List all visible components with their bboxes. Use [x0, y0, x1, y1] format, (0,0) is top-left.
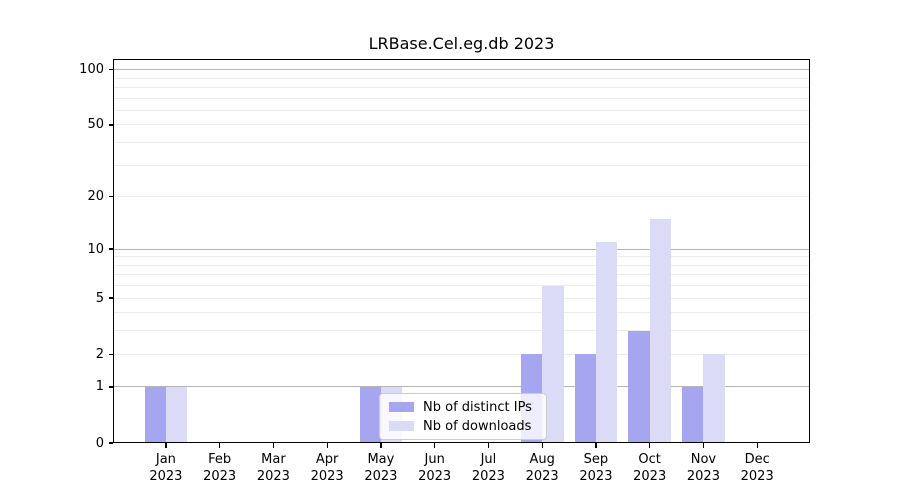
y-tick-label: 10	[87, 241, 104, 257]
legend-swatch-distinct-ips	[389, 401, 414, 413]
x-tick-mark	[380, 443, 382, 448]
gridline-minor	[113, 274, 810, 276]
x-tick-mark	[487, 443, 490, 448]
x-tick-mark	[165, 443, 167, 448]
x-tick-mark	[756, 443, 758, 448]
y-tick-label: 1	[95, 379, 104, 395]
y-tick-mark	[108, 196, 113, 198]
y-tick-label: 20	[87, 189, 104, 205]
plot-area: Nb of distinct IPs Nb of downloads	[113, 59, 810, 443]
legend-label-downloads: Nb of downloads	[423, 418, 532, 434]
gridline-minor	[113, 297, 810, 299]
y-tick-mark	[108, 248, 113, 250]
y-tick-label: 0	[95, 435, 104, 451]
y-tick-label: 2	[95, 346, 104, 362]
bar-distinct-ips	[628, 330, 650, 443]
x-tick-label: Apr 2023	[310, 452, 344, 484]
x-tick-mark	[702, 443, 705, 448]
x-tick-mark	[219, 443, 221, 448]
y-tick-mark	[108, 442, 113, 444]
chart-title: LRBase.Cel.eg.db 2023	[368, 34, 555, 53]
x-axis: Jan 2023 Feb 2023 Mar 2023 Apr 2023 May 2023 Jun 20…	[113, 443, 810, 500]
bars-layer	[113, 59, 810, 443]
plot-spine-right	[808, 59, 810, 443]
gridlines-layer	[113, 59, 810, 443]
x-tick-label: Mar 2023	[256, 452, 290, 484]
gridline-major	[113, 69, 810, 71]
gridline-minor	[113, 97, 810, 99]
x-tick-label: Aug 2023	[525, 452, 559, 484]
x-tick-label: Sep 2023	[579, 452, 613, 484]
x-tick-label: Jan 2023	[149, 452, 183, 484]
bar-distinct-ips	[359, 386, 381, 443]
gridline-major	[113, 386, 810, 388]
y-tick-mark	[108, 297, 113, 299]
gridline-minor	[113, 256, 810, 258]
plot-spine-bottom	[113, 441, 810, 443]
legend: Nb of distinct IPs Nb of downloads	[379, 393, 547, 440]
gridline-minor	[113, 264, 810, 266]
gridline-minor	[113, 110, 810, 111]
x-tick-label: May 2023	[364, 452, 398, 484]
gridline-minor	[113, 285, 810, 287]
bar-downloads	[542, 285, 564, 443]
gridline-minor	[113, 196, 810, 198]
y-tick-label: 100	[79, 62, 104, 78]
bar-downloads	[165, 386, 188, 443]
bar-downloads	[595, 242, 618, 443]
gridline-minor	[113, 330, 810, 332]
x-tick-label: Nov 2023	[686, 452, 720, 484]
y-tick-label: 50	[87, 117, 104, 133]
gridline-minor	[113, 87, 810, 89]
bar-distinct-ips	[574, 354, 596, 443]
legend-label-distinct-ips: Nb of distinct IPs	[423, 399, 532, 415]
x-tick-label: Dec 2023	[740, 452, 774, 484]
gridline-minor	[113, 312, 810, 314]
gridline-major	[113, 248, 810, 250]
bar-distinct-ips	[144, 386, 166, 443]
plot-spine-left	[113, 59, 115, 443]
x-tick-label: Jun 2023	[418, 452, 452, 484]
x-tick-mark	[649, 443, 651, 448]
y-tick-mark	[108, 124, 113, 126]
bar-downloads	[703, 354, 725, 443]
x-tick-mark	[272, 443, 275, 448]
gridline-minor	[113, 124, 810, 126]
y-axis: 0 1 2 5 10 20 50 100	[0, 59, 113, 451]
x-tick-mark	[595, 443, 597, 448]
y-tick-mark	[108, 386, 113, 388]
legend-item-distinct-ips: Nb of distinct IPs	[389, 399, 537, 415]
x-tick-mark	[434, 443, 436, 448]
legend-swatch-downloads	[389, 420, 414, 432]
bar-distinct-ips	[682, 386, 704, 443]
x-tick-mark	[541, 443, 543, 448]
y-tick-mark	[108, 353, 113, 355]
legend-item-downloads: Nb of downloads	[389, 418, 537, 434]
x-tick-label: Jul 2023	[471, 452, 505, 484]
x-tick-label: Feb 2023	[203, 452, 237, 484]
gridline-minor	[113, 353, 810, 355]
gridline-minor	[113, 142, 810, 144]
y-tick-mark	[108, 69, 113, 71]
plot-spine-top	[113, 59, 810, 61]
x-tick-label: Oct 2023	[633, 452, 667, 484]
gridline-minor	[113, 77, 810, 79]
x-tick-mark	[326, 443, 328, 448]
y-tick-label: 5	[95, 290, 104, 306]
gridline-minor	[113, 164, 810, 166]
bar-downloads	[649, 218, 672, 443]
